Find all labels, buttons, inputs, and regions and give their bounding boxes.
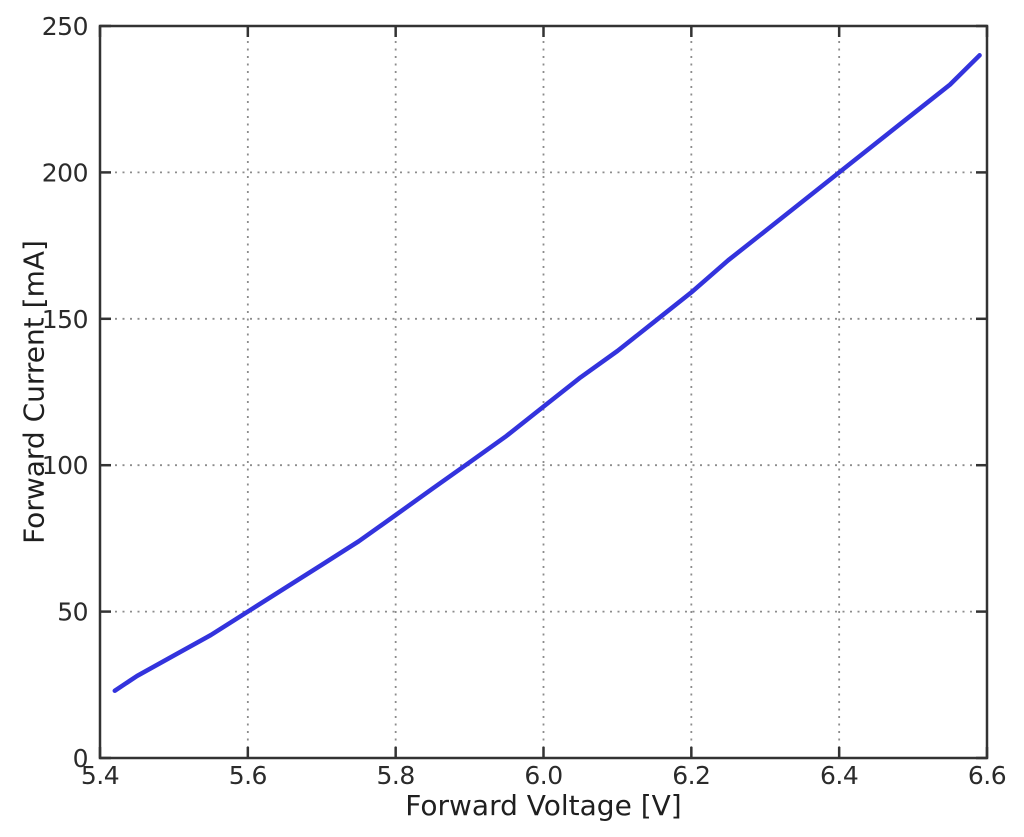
x-tick-label: 5.8: [377, 761, 415, 790]
x-tick-label: 6.6: [968, 761, 1006, 790]
x-tick-label: 5.4: [81, 761, 119, 790]
x-tick-label: 6.2: [672, 761, 710, 790]
y-tick-label: 100: [42, 451, 88, 480]
x-axis-label: Forward Voltage [V]: [405, 789, 682, 822]
x-tick-label: 6.4: [820, 761, 858, 790]
y-tick-label: 50: [57, 598, 88, 627]
y-axis-label: Forward Current [mA]: [17, 240, 51, 544]
x-tick-label: 6.0: [524, 761, 562, 790]
y-tick-label: 150: [42, 305, 88, 334]
x-tick-label: 5.6: [229, 761, 267, 790]
y-tick-label: 200: [42, 158, 88, 187]
y-tick-label: 250: [42, 12, 88, 41]
series-line: [112, 53, 982, 693]
plot-frame: [98, 24, 989, 760]
y-tick-label: 0: [73, 744, 88, 773]
